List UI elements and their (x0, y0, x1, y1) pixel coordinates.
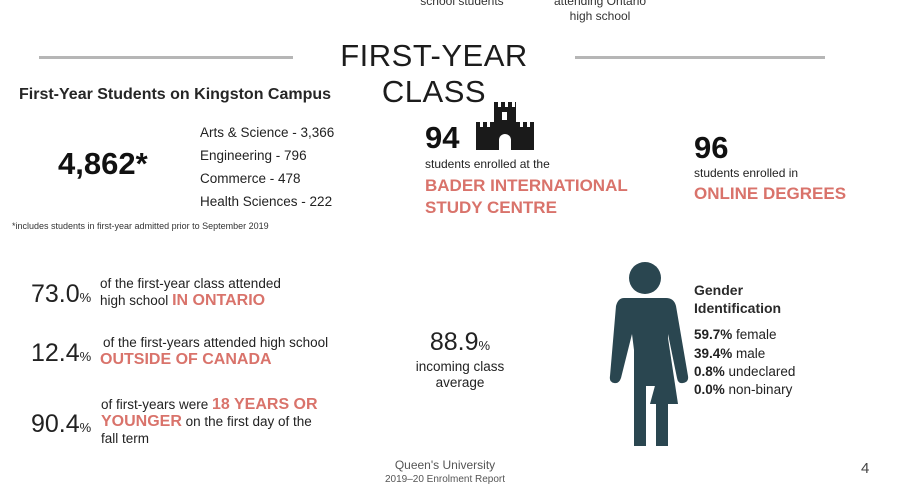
stat-age-value: 90.4% (31, 410, 91, 439)
gender-nonbinary-label: non-binary (724, 382, 793, 397)
stat-ontario-value: 73.0% (31, 280, 91, 309)
gender-row-female: 59.7% female (694, 327, 777, 342)
gender-heading: Gender Identification (694, 281, 781, 317)
stat-ontario-unit: % (79, 290, 92, 305)
gender-nonbinary-value: 0.0% (694, 382, 725, 397)
average-value: 88.9% (400, 328, 520, 357)
stat-ontario-number: 73.0 (31, 280, 80, 308)
top-fragment-right: attending Ontario high school (540, 0, 660, 24)
stat-age-unit: % (79, 420, 92, 435)
gender-figure-icon (604, 258, 690, 448)
title-rule-right (575, 56, 825, 59)
bader-name-line1: BADER INTERNATIONAL (425, 176, 628, 195)
average-desc: incoming class average (395, 359, 525, 391)
stat-age-accent2: YOUNGER (101, 413, 182, 430)
stat-outside-desc: of the first-years attended high school … (100, 334, 370, 368)
stat-age-desc: of first-years were 18 YEARS OR YOUNGER … (101, 396, 361, 447)
average-number: 88.9 (429, 328, 479, 356)
online-number: 96 (694, 130, 729, 165)
gender-female-value: 59.7% (694, 327, 733, 342)
average-line2: average (435, 375, 485, 390)
top-fragment-right-line1: attending Ontario (553, 0, 647, 8)
campus-footnote: *includes students in first-year admitte… (12, 221, 269, 231)
gender-undeclared-label: undeclared (724, 364, 796, 379)
gender-heading-line1: Gender (694, 282, 744, 298)
stat-outside-accent: OUTSIDE OF CANADA (100, 351, 272, 368)
gender-male-label: male (732, 346, 766, 361)
stat-ontario-line1: of the first-year class attended (100, 276, 281, 291)
campus-total: 4,862* (58, 146, 148, 181)
section-title: FIRST-YEAR CLASS (340, 38, 528, 109)
stat-age-line1: of first-years were 18 YEARS OR (101, 396, 361, 413)
campus-heading: First-Year Students on Kingston Campus (19, 86, 332, 103)
castle-icon (474, 102, 536, 152)
top-fragment-left: school students (420, 0, 504, 8)
online-name: ONLINE DEGREES (694, 184, 847, 203)
gender-row-male: 39.4% male (694, 346, 765, 361)
stat-ontario-line2-pre: high school (100, 293, 173, 308)
faculty-arts-science: Arts & Science - 3,366 (200, 125, 335, 140)
page-number: 4 (861, 460, 870, 477)
stat-age-number: 90.4 (31, 410, 80, 438)
stat-outside-number: 12.4 (31, 339, 80, 367)
footer-report: 2019–20 Enrolment Report (384, 474, 506, 485)
gender-male-value: 39.4% (694, 346, 733, 361)
stat-outside-line1: of the first-years attended high school (103, 335, 329, 350)
bader-name-line2: STUDY CENTRE (425, 198, 557, 217)
stat-outside-value: 12.4% (31, 339, 91, 368)
faculty-engineering: Engineering - 796 (200, 148, 307, 163)
stat-ontario-desc: of the first-year class attended high sc… (100, 275, 360, 309)
bader-desc: students enrolled at the (425, 157, 550, 171)
stat-age-line2: YOUNGER on the first day of the (101, 413, 361, 430)
title-rule-left (39, 56, 293, 59)
gender-undeclared-value: 0.8% (694, 364, 725, 379)
average-line1: incoming class (415, 359, 505, 374)
online-desc: students enrolled in (694, 166, 799, 180)
average-unit: % (478, 338, 491, 353)
stat-age-line1-pre: of first-years were (101, 397, 213, 412)
stat-ontario-accent: IN ONTARIO (172, 292, 266, 309)
stat-ontario-line2: high school IN ONTARIO (100, 292, 360, 309)
top-fragment-right-line2: high school (569, 9, 631, 23)
stat-age-line3: fall term (101, 431, 150, 446)
gender-row-undeclared: 0.8% undeclared (694, 364, 795, 379)
stat-age-line2-post: on the first day of the (181, 414, 312, 429)
faculty-health-sciences: Health Sciences - 222 (200, 194, 333, 209)
faculty-commerce: Commerce - 478 (200, 171, 301, 186)
footer-university: Queen's University (394, 458, 496, 472)
bader-number: 94 (425, 120, 460, 155)
gender-female-label: female (732, 327, 777, 342)
gender-row-nonbinary: 0.0% non-binary (694, 382, 792, 397)
gender-heading-line2: Identification (694, 300, 782, 316)
stat-outside-unit: % (79, 349, 92, 364)
stat-age-accent1: 18 YEARS OR (212, 396, 318, 413)
